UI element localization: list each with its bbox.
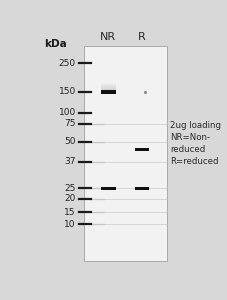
Bar [101, 87, 116, 88]
Bar [101, 90, 116, 94]
Bar [101, 85, 116, 86]
Bar [135, 187, 149, 190]
Text: 100: 100 [59, 108, 76, 117]
Bar [101, 85, 116, 86]
Text: 2ug loading
NR=Non-
reduced
R=reduced: 2ug loading NR=Non- reduced R=reduced [170, 121, 221, 166]
Text: R: R [138, 32, 146, 42]
Bar [101, 187, 116, 190]
Text: 250: 250 [59, 59, 76, 68]
Text: 37: 37 [64, 157, 76, 166]
Text: kDa: kDa [44, 39, 67, 49]
Text: 75: 75 [64, 119, 76, 128]
Text: NR: NR [100, 32, 116, 42]
Bar [135, 148, 149, 151]
Bar [84, 46, 167, 261]
Text: 50: 50 [64, 137, 76, 146]
Text: 15: 15 [64, 208, 76, 217]
Text: 25: 25 [64, 184, 76, 193]
Text: 150: 150 [59, 87, 76, 96]
Bar [101, 84, 116, 85]
Text: 20: 20 [64, 194, 76, 203]
Bar [101, 88, 116, 89]
Text: 10: 10 [64, 220, 76, 229]
Bar [101, 86, 116, 87]
Bar [101, 83, 116, 84]
Bar [101, 89, 116, 90]
